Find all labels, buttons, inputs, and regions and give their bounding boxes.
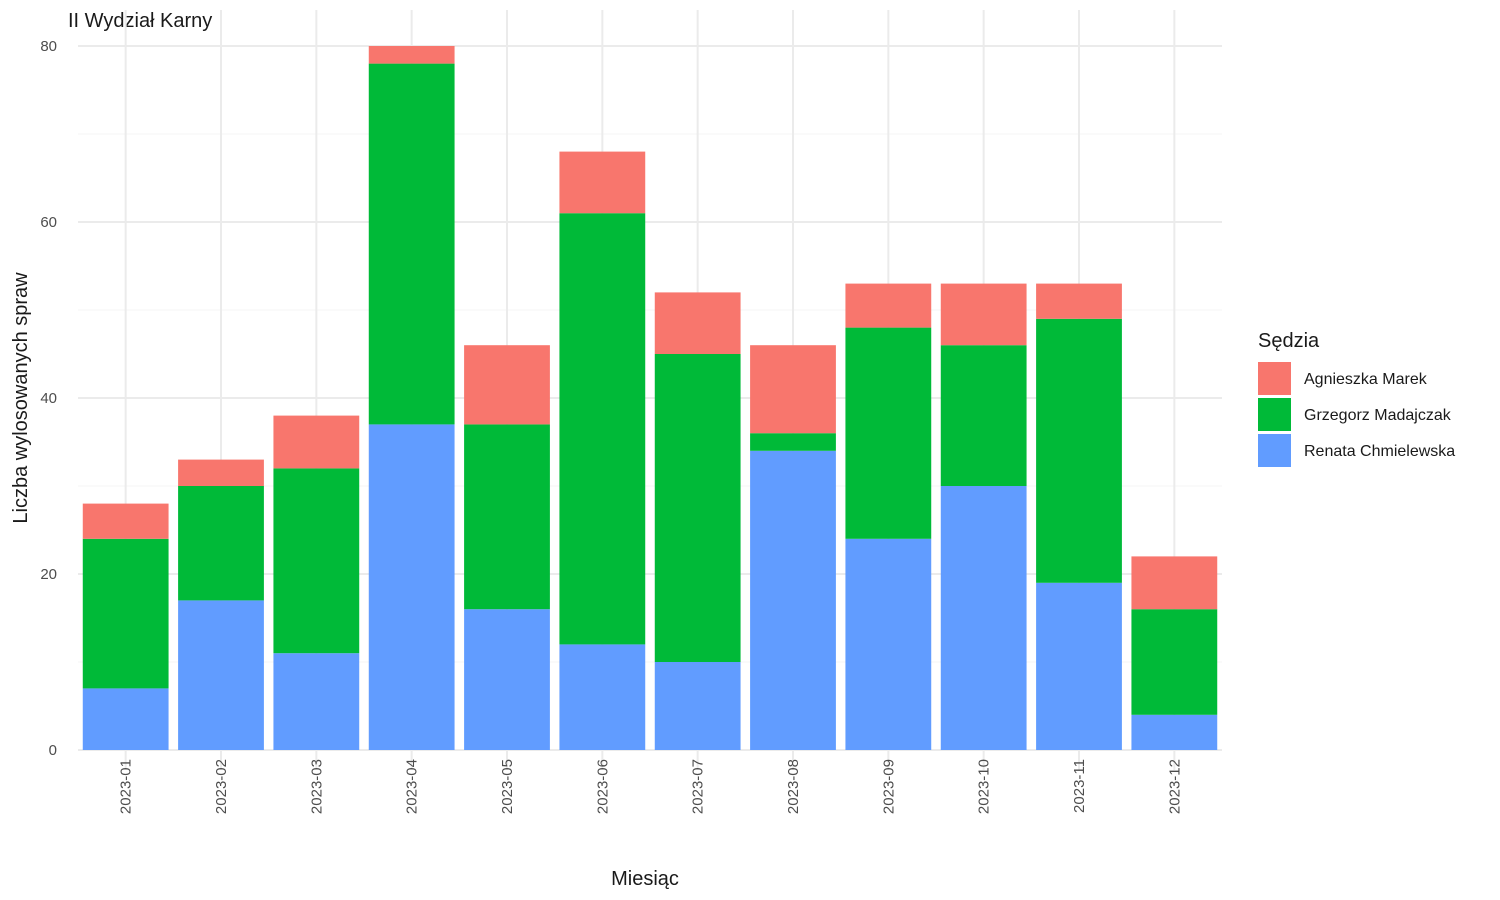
bar-segment (178, 486, 264, 601)
bars (82, 46, 1218, 750)
x-tick-label: 2023-04 (404, 759, 421, 814)
legend-label: Renata Chmielewska (1304, 443, 1455, 460)
bar-segment (559, 644, 646, 750)
y-axis-ticks: 0 20 40 60 80 (40, 38, 57, 759)
bar-segment (750, 345, 836, 434)
bar-segment (845, 327, 932, 539)
bar-segment (654, 662, 741, 750)
bar-segment (559, 213, 646, 645)
bar-segment (1131, 556, 1218, 610)
bar-segment (82, 538, 169, 689)
x-tick-label: 2023-08 (785, 759, 802, 814)
x-tick-label: 2023-06 (594, 759, 611, 814)
bar-segment (464, 609, 550, 750)
bar-segment (654, 292, 741, 354)
legend: Sędzia Agnieszka Marek Grzegorz Madajczak… (1258, 330, 1455, 467)
legend-swatch (1258, 362, 1291, 395)
x-tick-label: 2023-09 (880, 759, 897, 814)
bar-segment (750, 433, 836, 451)
y-tick-label: 20 (40, 566, 57, 583)
x-tick-label: 2023-01 (118, 759, 135, 814)
bar-segment (654, 354, 741, 662)
bar-segment (845, 538, 932, 750)
bar-segment (368, 46, 455, 64)
x-tick-label: 2023-12 (1166, 759, 1183, 814)
legend-title: Sędzia (1258, 330, 1320, 352)
bar-segment (82, 503, 169, 539)
bar-segment (178, 600, 264, 750)
bar-segment (750, 450, 836, 750)
y-tick-label: 80 (40, 38, 57, 55)
bar-segment (1131, 609, 1218, 715)
y-tick-label: 0 (49, 742, 57, 759)
bar-segment (559, 151, 646, 214)
bar-segment (845, 283, 932, 328)
bar-segment (368, 424, 455, 750)
bar-segment (273, 415, 360, 469)
legend-swatch (1258, 434, 1291, 467)
bar-segment (464, 424, 550, 610)
x-tick-label: 2023-10 (976, 759, 993, 814)
bar-segment (940, 283, 1027, 346)
x-tick-label: 2023-03 (308, 759, 325, 814)
bar-segment (178, 459, 264, 486)
bar-segment (940, 345, 1027, 486)
bar-segment (1036, 318, 1122, 583)
legend-swatch (1258, 398, 1291, 431)
bar-segment (368, 63, 455, 425)
bar-segment (273, 468, 360, 654)
y-axis-title: Liczba wylosowanych spraw (10, 272, 32, 524)
bar-segment (82, 688, 169, 750)
bar-segment (940, 486, 1027, 750)
x-tick-label: 2023-11 (1071, 759, 1088, 813)
chart-title: II Wydział Karny (68, 10, 212, 32)
bar-segment (1036, 582, 1122, 750)
bar-segment (1131, 714, 1218, 750)
y-tick-label: 40 (40, 390, 57, 407)
legend-label: Agnieszka Marek (1304, 371, 1428, 388)
bar-segment (1036, 283, 1122, 319)
x-tick-label: 2023-02 (213, 759, 230, 814)
y-tick-label: 60 (40, 214, 57, 231)
bar-segment (273, 653, 360, 750)
x-tick-label: 2023-07 (690, 759, 707, 814)
legend-label: Grzegorz Madajczak (1304, 407, 1452, 424)
x-tick-label: 2023-05 (499, 759, 516, 814)
bar-segment (464, 345, 550, 425)
x-axis-ticks: 2023-01 2023-02 2023-03 2023-04 2023-05 2023-… (118, 759, 1184, 814)
x-axis-title: Miesiąc (611, 868, 679, 890)
